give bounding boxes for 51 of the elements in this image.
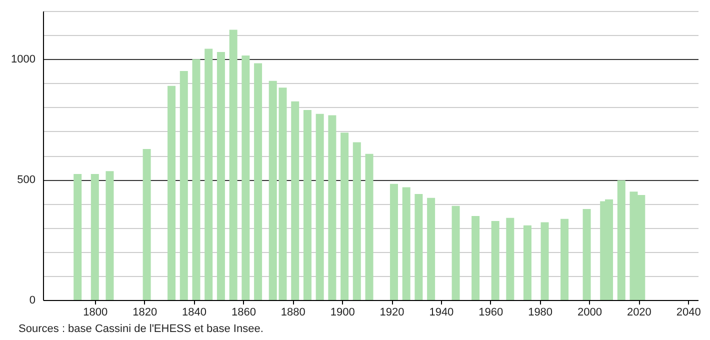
bar [617,180,626,300]
x-tick-label: 1880 [280,306,306,318]
bar [90,174,99,300]
bar [229,30,238,300]
x-tick-label: 1940 [429,306,454,318]
bar [180,70,188,300]
bar [340,132,349,300]
bar [242,56,250,300]
x-tick-label: 2000 [578,306,602,318]
bar [540,222,549,300]
bar [204,48,213,300]
bar [390,184,398,300]
x-tick-label: 2020 [626,306,652,318]
bar [560,218,569,300]
x-tick-label: 1980 [528,306,553,318]
bar [352,142,361,300]
y-tick-label: 500 [17,174,36,186]
bar [278,88,287,300]
bar [303,110,312,300]
bar [427,198,436,300]
x-tick-label: 1920 [380,306,404,318]
bar [414,194,423,300]
bar [106,171,114,300]
source-note: Sources : base Cassini de l'EHESS et base Insee. [18,323,264,335]
bar [365,154,374,300]
x-tick-label: 1860 [231,306,256,318]
bar [74,174,82,300]
bar [582,208,591,300]
y-tick-label: 0 [29,294,36,306]
y-tick-label: 1000 [11,54,36,66]
bar [192,59,200,300]
bar [402,187,410,300]
x-tick-label: 1800 [83,306,108,318]
bar [142,149,151,300]
bar [491,221,500,300]
bar [452,206,460,300]
bar [254,63,262,300]
bar [328,115,336,300]
bar [216,52,225,300]
bar [268,80,277,300]
bar [168,86,176,300]
bar [316,114,324,300]
bar [506,218,514,300]
bar [291,101,300,300]
x-tick-label: 2040 [676,306,701,318]
x-tick-label: 1900 [330,306,355,318]
bar [472,216,480,300]
x-tick-label: 1960 [478,306,504,318]
bar [523,225,532,300]
x-tick-label: 1840 [182,306,207,318]
x-tick-label: 1820 [132,306,158,318]
